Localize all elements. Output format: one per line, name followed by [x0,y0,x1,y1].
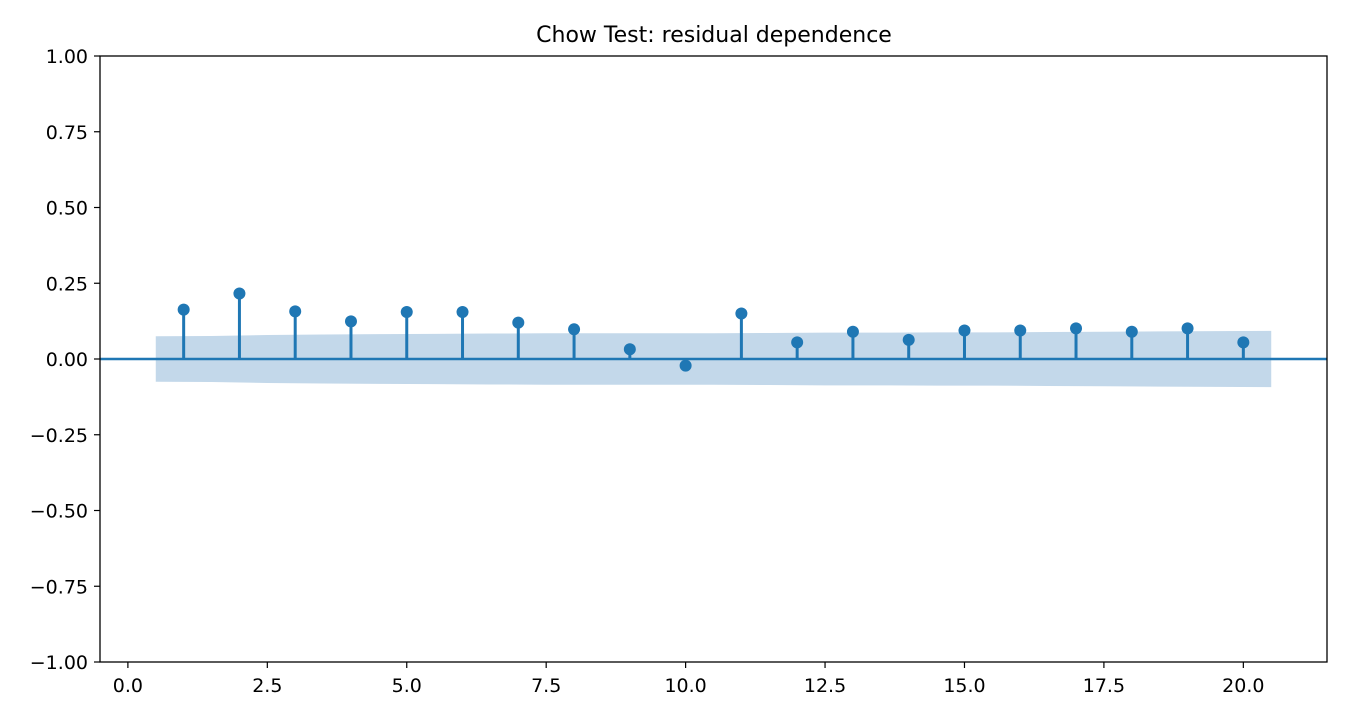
x-tick-label: 15.0 [943,675,985,697]
marker-series [177,287,1250,372]
stem-marker [902,333,915,346]
stem-marker [233,287,246,300]
y-tick-label: −0.25 [30,425,88,447]
y-axis-ticks: 1.00 0.75 0.50 0.25 0.00 −0.25 −0.50 −0.75 −1.00 [30,46,100,674]
y-tick-label: 0.00 [46,349,88,371]
chart-title: Chow Test: residual dependence [536,23,892,48]
y-tick-label: −0.50 [30,501,88,523]
stem-marker [456,306,469,319]
stem-marker [177,303,190,316]
y-tick-label: 0.75 [46,122,88,144]
stem-marker [846,325,859,338]
x-tick-label: 0.0 [113,675,143,697]
stem-marker [735,307,748,320]
stem-marker [679,359,692,372]
y-tick-label: −1.00 [30,652,88,674]
stem-marker [512,316,525,329]
y-tick-label: 1.00 [46,46,88,68]
stem-marker [1125,325,1138,338]
axes-frame [99,55,1328,663]
x-tick-label: 12.5 [804,675,846,697]
stem-marker [568,323,581,336]
x-tick-label: 5.0 [392,675,422,697]
plot-area: 0.0 2.5 5.0 7.5 10.0 12.5 15.0 17.5 20.0 1.00 0.7… [30,46,1328,697]
x-tick-label: 20.0 [1222,675,1264,697]
stem-marker [1070,322,1083,335]
stem-marker [1014,324,1027,337]
stem-marker [791,336,804,349]
x-tick-label: 7.5 [531,675,561,697]
stem-marker [958,324,971,337]
stem-marker [400,306,413,319]
stem-marker [289,305,302,318]
x-axis-ticks: 0.0 2.5 5.0 7.5 10.0 12.5 15.0 17.5 20.0 [113,662,1264,697]
stem-marker [344,315,357,328]
y-tick-label: −0.75 [30,576,88,598]
x-tick-label: 17.5 [1083,675,1125,697]
y-tick-label: 0.50 [46,198,88,220]
x-tick-label: 10.0 [664,675,706,697]
stem-marker [623,343,636,356]
x-tick-label: 2.5 [252,675,282,697]
stem-marker [1237,336,1250,349]
stem-marker [1181,322,1194,335]
y-tick-label: 0.25 [46,273,88,295]
